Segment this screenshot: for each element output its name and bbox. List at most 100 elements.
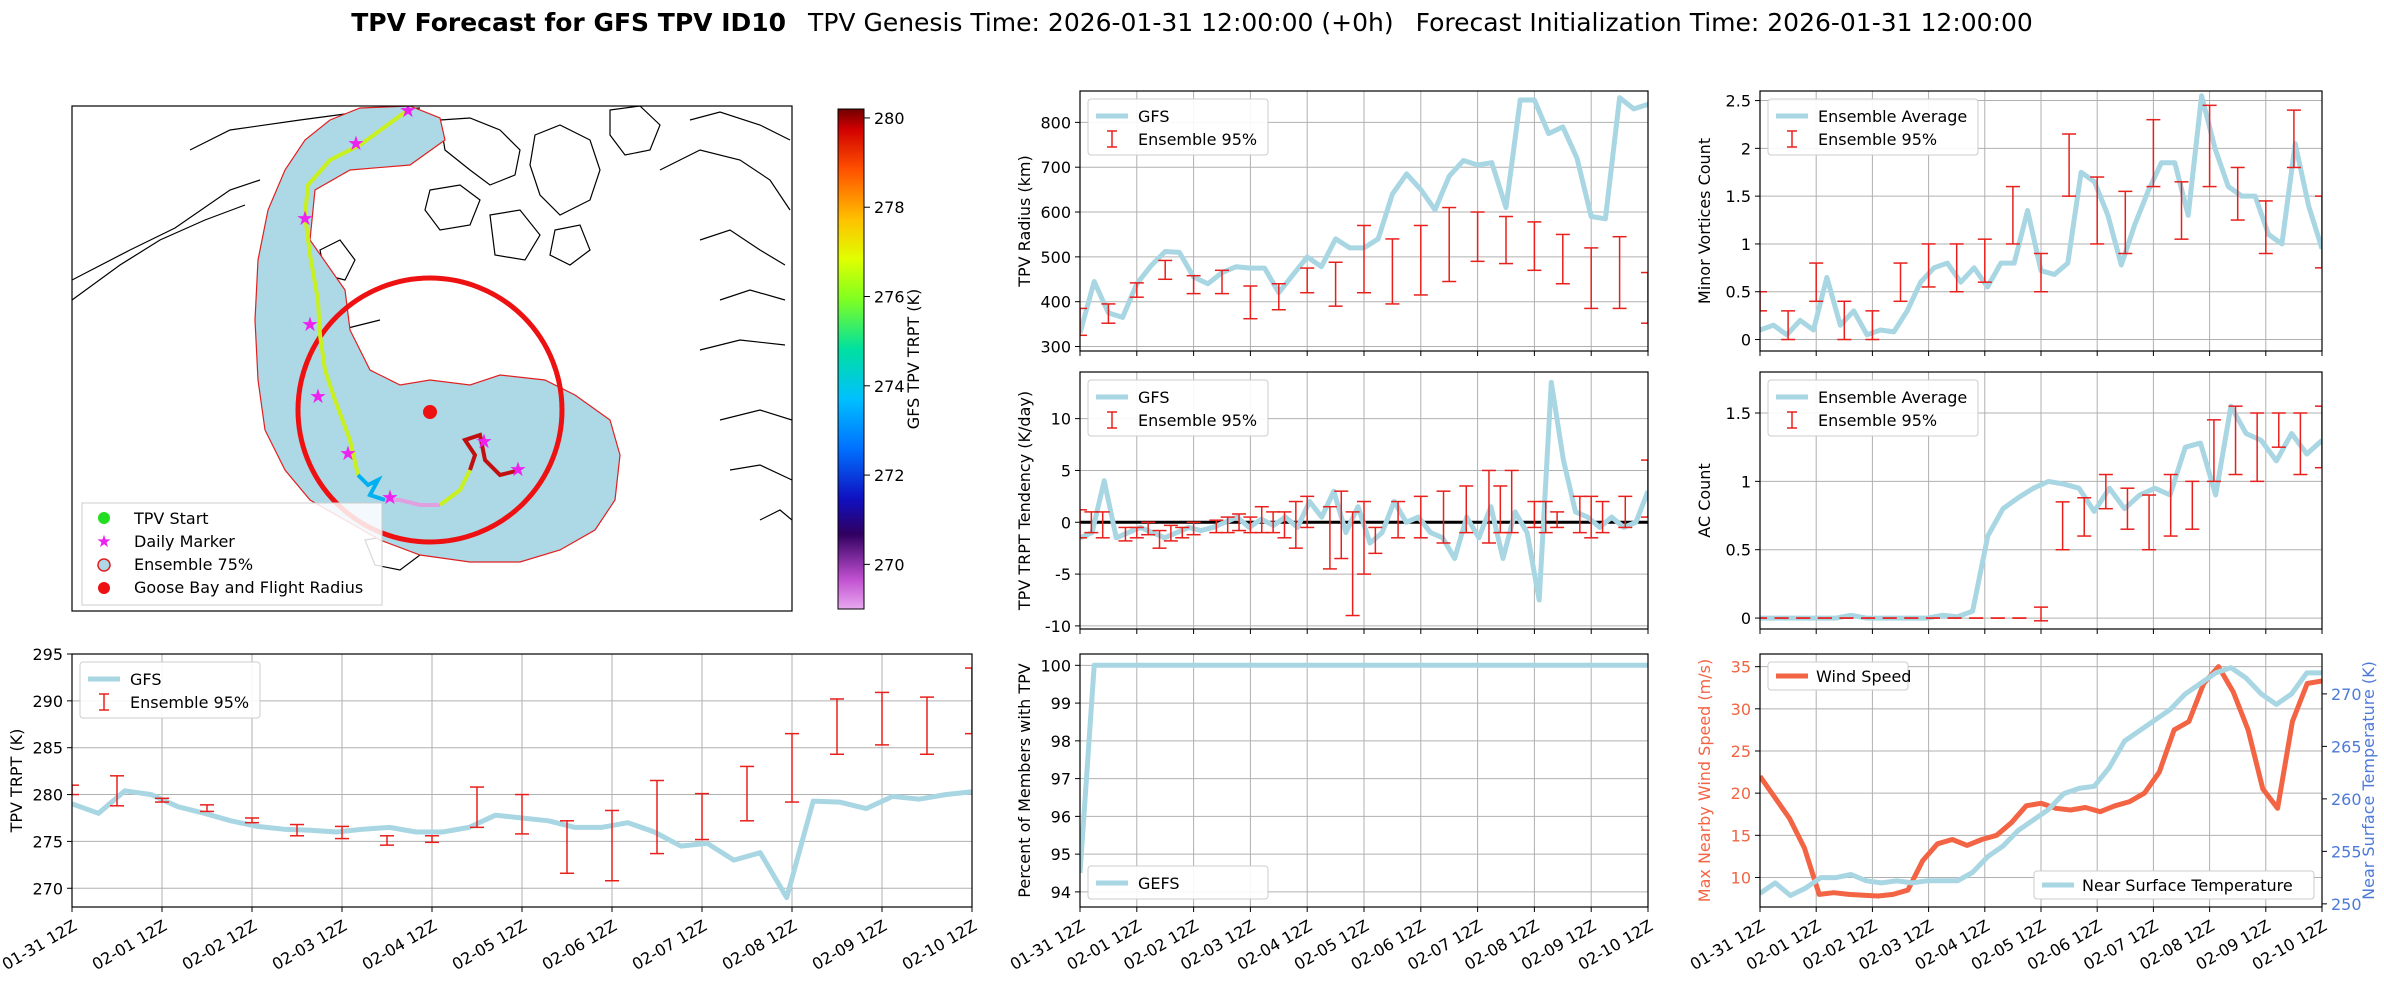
- chart-tendency: -10 -5 0 5 10 TPV TRPT Tendency (K/day) GFS Ens…: [1015, 371, 1649, 636]
- svg-text:★: ★: [381, 485, 399, 509]
- minor-ylabel: Minor Vortices Count: [1695, 138, 1714, 304]
- radius-ytick-label-5: 800: [1040, 113, 1071, 132]
- trpt-xtick-label-3: 02-03 12Z: [269, 916, 350, 974]
- percent-ytick-label-0: 94: [1051, 883, 1071, 902]
- radius-series-group: [1080, 95, 1648, 337]
- svg-text:★: ★: [509, 457, 527, 481]
- map-legend: ★ TPV Start Daily Marker Ensemble 75% Go…: [81, 502, 383, 606]
- goose-bay-marker: [423, 405, 437, 419]
- minor-ytick-label-1: 0.5: [1726, 283, 1751, 302]
- svg-text:★: ★: [309, 384, 327, 408]
- wind-ytick-label-5: 35: [1731, 658, 1751, 677]
- radius-ytick-label-4: 700: [1040, 158, 1071, 177]
- svg-text:★: ★: [475, 429, 493, 453]
- wind-series-group: [1760, 664, 2322, 899]
- minor-series-group: [1760, 93, 2322, 341]
- title-init: Forecast Initialization Time: 2026-01-31…: [1416, 8, 2033, 37]
- tendency-ytick-label-3: 5: [1061, 461, 1071, 480]
- wind-legend-temp-box: [2033, 870, 2315, 900]
- wind-legend-speed-label: Wind Speed: [1816, 667, 1911, 686]
- wind-ytick-label-4: 30: [1731, 700, 1751, 719]
- ac-legend-label-0: Ensemble Average: [1818, 388, 1967, 407]
- percent-legend-box: [1087, 865, 1269, 900]
- percent-ytick-label-1: 95: [1051, 845, 1071, 864]
- colorbar-tick-label-2: 274: [874, 377, 905, 396]
- radius-ytick-label-3: 600: [1040, 203, 1071, 222]
- map-legend-label-0: TPV Start: [133, 509, 209, 528]
- tendency-ylabel: TPV TRPT Tendency (K/day): [1015, 391, 1034, 611]
- trpt-legend-label-1: Ensemble 95%: [130, 693, 249, 712]
- wind-y2tick-label-0: 250: [2331, 895, 2362, 914]
- charts: 300 400 5 0 0 600 700 800 TPV Radius (km) GFS Ense…: [0, 90, 2378, 974]
- wind-legend-speed-box: [1767, 661, 1909, 691]
- radius-ylabel: TPV Radius (km): [1015, 155, 1034, 288]
- ac-ytick-label-2: 1: [1741, 472, 1751, 491]
- minor-legend-box: [1767, 98, 1979, 156]
- radius-legend-label-1: Ensemble 95%: [1138, 130, 1257, 149]
- tpv-track-cool: [356, 473, 386, 502]
- svg-text:★: ★: [399, 98, 417, 122]
- trpt-ytick-label-2: 280: [32, 786, 63, 805]
- colorbar: GFS TPV TRPT (K) 270 272 274 276 278 280: [837, 108, 923, 610]
- radius-ytick-label-1: 400: [1040, 293, 1071, 312]
- radius-legend-box: [1087, 98, 1269, 156]
- radius-legend-label-0: GFS: [1138, 107, 1169, 126]
- trpt-legend-label-0: GFS: [130, 670, 161, 689]
- trpt-ytick-label-5: 295: [32, 645, 63, 664]
- tpv-track-warm: [438, 469, 472, 507]
- wind-ytick-label-1: 15: [1731, 826, 1751, 845]
- tendency-ytick-label-1: -5: [1055, 565, 1071, 584]
- minor-legend-label-1: Ensemble 95%: [1818, 130, 1937, 149]
- trpt-xtick-label-5: 02-05 12Z: [449, 916, 530, 974]
- svg-text:★: ★: [296, 206, 314, 230]
- colorbar-tick-label-1: 272: [874, 466, 905, 485]
- minor-ytick-label-4: 2: [1741, 139, 1751, 158]
- trpt-ytick-label-4: 290: [32, 692, 63, 711]
- title-genesis: TPV Genesis Time: 2026-01-31 12:00:00 (+…: [807, 8, 1394, 37]
- wind-ytick-label-3: 25: [1731, 742, 1751, 761]
- radius-frame: [1079, 90, 1649, 352]
- map-content: ★ ★ ★ ★ ★ ★ ★ ★ ★ ★ TPV Start Daily Mark…: [72, 98, 792, 606]
- svg-text:★: ★: [347, 131, 365, 155]
- trpt-ytick-label-3: 285: [32, 739, 63, 758]
- percent-ytick-label-2: 96: [1051, 807, 1071, 826]
- colorbar-tick-label-4: 278: [874, 198, 905, 217]
- tendency-ytick-label-2: 0: [1061, 513, 1071, 532]
- trpt-xtick-label-4: 02-04 12Z: [359, 916, 440, 974]
- ac-frame: [1759, 371, 2323, 630]
- tendency-legend: GFS Ensemble 95%: [1087, 379, 1269, 437]
- trpt-xtick-label-1: 02-01 12Z: [89, 916, 170, 974]
- colorbar-label: GFS TPV TRPT (K): [904, 289, 923, 429]
- figure-title: TPV Forecast for GFS TPV ID10 TPV Genesis…: [351, 8, 2033, 37]
- minor-ytick-label-3: 1.5: [1726, 187, 1751, 206]
- map-legend-label-3: Goose Bay and Flight Radius: [134, 578, 363, 597]
- percent-series-gefs: [1080, 662, 1648, 874]
- minor-ytick-label-0: 0: [1741, 331, 1751, 350]
- tendency-frame: [1079, 371, 1649, 630]
- minor-ytick-label-5: 2.5: [1726, 92, 1751, 111]
- percent-series-group: [1080, 662, 1648, 874]
- minor-frame: [1759, 90, 2323, 352]
- svg-text:★: ★: [301, 312, 319, 336]
- map-legend-label-2: Ensemble 75%: [134, 555, 253, 574]
- wind-frame: [1759, 653, 2323, 908]
- minor-ytick-label-2: 1: [1741, 235, 1751, 254]
- radius-legend: GFS Ensemble 95%: [1087, 98, 1269, 156]
- wind-ytick-label-2: 20: [1731, 784, 1751, 803]
- ac-legend-box: [1767, 379, 1979, 437]
- radius-ytick-label-0: 300: [1040, 338, 1071, 357]
- colorbar-tick-label-5: 280: [874, 109, 905, 128]
- tendency-ytick-label-4: 10: [1051, 410, 1071, 429]
- percent-legend-label-0: GEFS: [1138, 874, 1180, 893]
- ac-ytick-label-1: 0.5: [1726, 541, 1751, 560]
- wind-y2label: Near Surface Temperature (K): [2359, 661, 2378, 900]
- tendency-ytick-label-0: -10: [1045, 617, 1071, 636]
- title-bold: TPV Forecast for GFS TPV ID10: [351, 8, 786, 37]
- tpv-track-pink: [385, 498, 440, 507]
- trpt-xtick-label-10: 02-10 12Z: [899, 916, 980, 974]
- trpt-xtick-label-9: 02-09 12Z: [809, 916, 890, 974]
- colorbar-gradient: [837, 108, 865, 610]
